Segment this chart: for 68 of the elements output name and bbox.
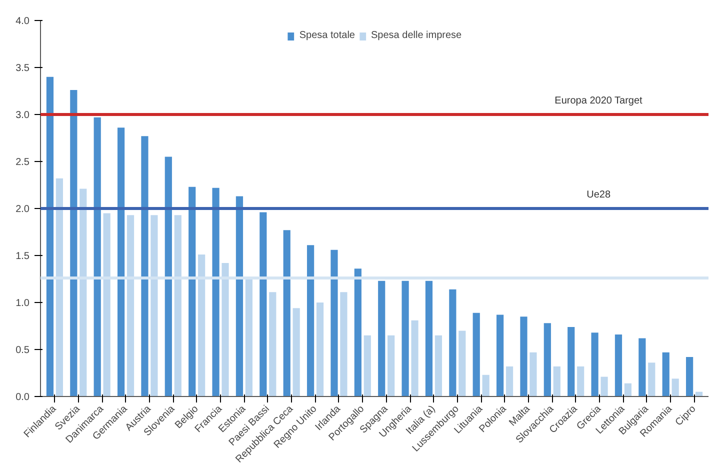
y-tick-label: 2.0 xyxy=(16,204,30,215)
bar xyxy=(354,268,362,396)
y-tick-label: 1.0 xyxy=(16,298,30,309)
legend-label: Spesa delle imprese xyxy=(371,30,462,41)
bar xyxy=(103,213,110,396)
bar xyxy=(506,366,514,396)
bar xyxy=(94,117,101,396)
bar xyxy=(591,332,598,396)
bar xyxy=(198,254,206,396)
bar xyxy=(46,76,54,396)
bar xyxy=(260,212,267,396)
bar xyxy=(686,357,694,396)
bar xyxy=(402,280,409,396)
y-tick-label: 3.5 xyxy=(16,63,30,74)
bar xyxy=(269,292,276,396)
bar xyxy=(482,374,490,396)
bar xyxy=(56,178,64,396)
y-tick-label: 0.5 xyxy=(16,345,30,356)
bar xyxy=(306,245,314,396)
bar xyxy=(126,215,134,396)
bar xyxy=(150,215,158,396)
bar xyxy=(553,366,560,396)
y-tick-label: 0.0 xyxy=(16,392,30,403)
y-tick-label: 4.0 xyxy=(16,16,30,27)
bar xyxy=(378,280,386,396)
bar xyxy=(330,250,338,396)
bar xyxy=(411,320,418,396)
bar xyxy=(472,312,480,396)
bar xyxy=(449,289,456,396)
bar xyxy=(662,352,670,396)
bar xyxy=(648,362,656,396)
y-tick-label: 3.0 xyxy=(16,110,30,121)
bar xyxy=(222,263,229,396)
bar xyxy=(340,292,348,396)
bar xyxy=(364,335,371,396)
bar xyxy=(388,335,395,396)
bar xyxy=(624,383,632,396)
bar xyxy=(544,323,551,396)
bar xyxy=(568,326,575,396)
bar xyxy=(520,316,528,396)
bar xyxy=(245,279,253,396)
bar xyxy=(141,136,148,396)
bar xyxy=(316,302,324,396)
ref-line-label: Ue28 xyxy=(586,190,611,200)
y-tick-label: 2.5 xyxy=(16,157,30,168)
bar xyxy=(174,215,182,396)
bar xyxy=(80,188,87,396)
bar xyxy=(425,280,433,396)
bar xyxy=(530,352,537,396)
bar xyxy=(236,196,244,396)
bar xyxy=(292,308,300,396)
bar xyxy=(458,330,466,396)
bar xyxy=(577,366,584,396)
bar xyxy=(283,230,290,396)
y-tick-label: 1.5 xyxy=(16,251,30,262)
bar xyxy=(164,156,172,396)
bar xyxy=(614,334,622,396)
bar xyxy=(188,186,196,396)
bar xyxy=(600,376,608,396)
bar xyxy=(638,338,646,396)
bar xyxy=(70,90,78,396)
legend-label: Spesa totale xyxy=(299,30,355,41)
bar xyxy=(672,378,679,396)
bar xyxy=(434,335,442,396)
bar xyxy=(117,128,125,396)
bar xyxy=(496,314,504,396)
ref-line-label: Europa 2020 Target xyxy=(554,96,643,106)
bar xyxy=(212,188,220,396)
